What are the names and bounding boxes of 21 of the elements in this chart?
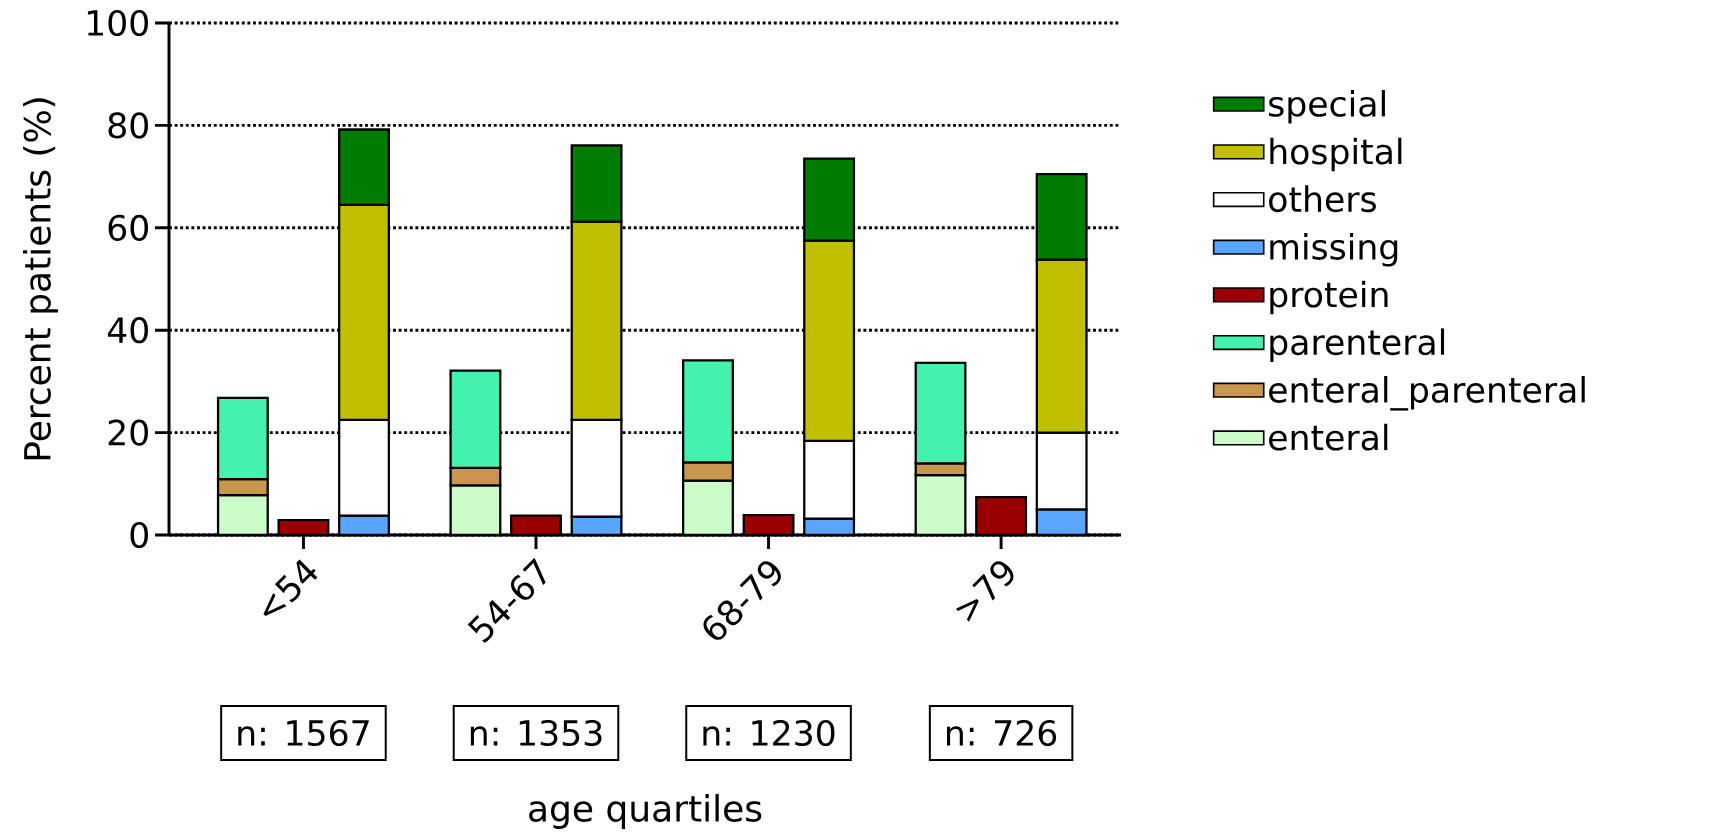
y-tick-label: 40: [107, 317, 148, 344]
text: n: 1353: [470, 719, 602, 747]
text: n: 1567: [238, 719, 369, 747]
legend-label: hospital: [1270, 137, 1402, 172]
y-axis-title: Percent patients (%): [23, 98, 58, 460]
legend-label: parenteral: [1270, 328, 1445, 362]
y-tick-label: 20: [108, 419, 148, 446]
x-tick-label: <54: [263, 559, 318, 616]
y-tick-label: 80: [108, 112, 148, 139]
legend-label: enteral: [1269, 423, 1388, 451]
legend-label: enteral_parenteral: [1269, 376, 1585, 411]
y-tick-label: 100: [87, 9, 148, 37]
legend-label: special: [1269, 90, 1385, 124]
text: n: 726: [947, 719, 1057, 747]
legend-label: protein: [1270, 280, 1388, 315]
y-tick-label: 60: [108, 214, 148, 241]
x-axis-title: age quartiles: [529, 794, 762, 829]
legend-label: missing: [1270, 233, 1398, 267]
text: n: 1230: [703, 719, 835, 747]
legend-label: others: [1269, 185, 1376, 213]
y-tick-label: 0: [130, 521, 148, 549]
